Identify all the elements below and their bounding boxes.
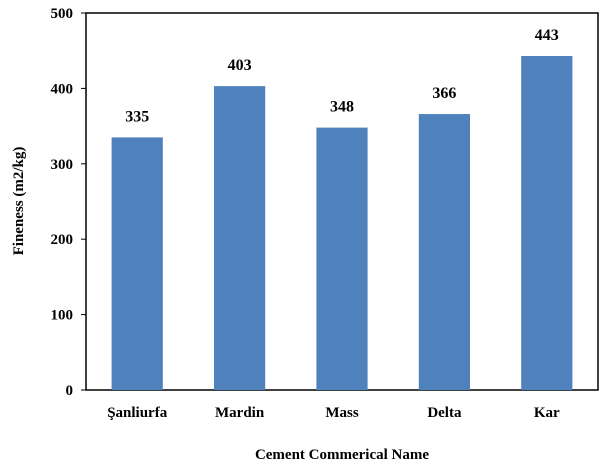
y-tick-label: 100 xyxy=(51,308,74,324)
bar xyxy=(111,137,163,390)
x-tick-label: Kar xyxy=(534,405,560,421)
x-tick-label: Mardin xyxy=(215,405,265,421)
x-axis-tick-labels: Şanliurfa Mardin Mass Delta Kar xyxy=(107,405,560,421)
y-tick-label: 500 xyxy=(51,6,74,22)
bar-data-label: 366 xyxy=(432,85,456,102)
bar-data-label: 443 xyxy=(535,27,559,44)
bar xyxy=(418,114,470,390)
x-tick-label: Delta xyxy=(427,405,462,421)
bar xyxy=(521,55,573,391)
y-tick-label: 400 xyxy=(51,81,74,97)
y-axis-ticks: 0 100 200 300 400 500 xyxy=(51,6,86,399)
y-tick-label: 200 xyxy=(51,232,74,248)
x-axis-label: Cement Commerical Name xyxy=(255,447,429,463)
bars: 335 403 348 366 443 xyxy=(111,27,573,391)
y-tick-label: 0 xyxy=(66,383,74,399)
y-tick-label: 300 xyxy=(51,157,74,173)
y-axis-label: Fineness (m2/kg) xyxy=(11,147,27,256)
bar xyxy=(316,127,368,390)
bar-data-label: 335 xyxy=(125,108,149,125)
bar-data-label: 348 xyxy=(330,99,354,116)
bar-data-label: 403 xyxy=(228,57,252,74)
x-tick-label: Şanliurfa xyxy=(107,405,168,421)
bar xyxy=(214,86,266,390)
x-tick-label: Mass xyxy=(325,405,358,421)
